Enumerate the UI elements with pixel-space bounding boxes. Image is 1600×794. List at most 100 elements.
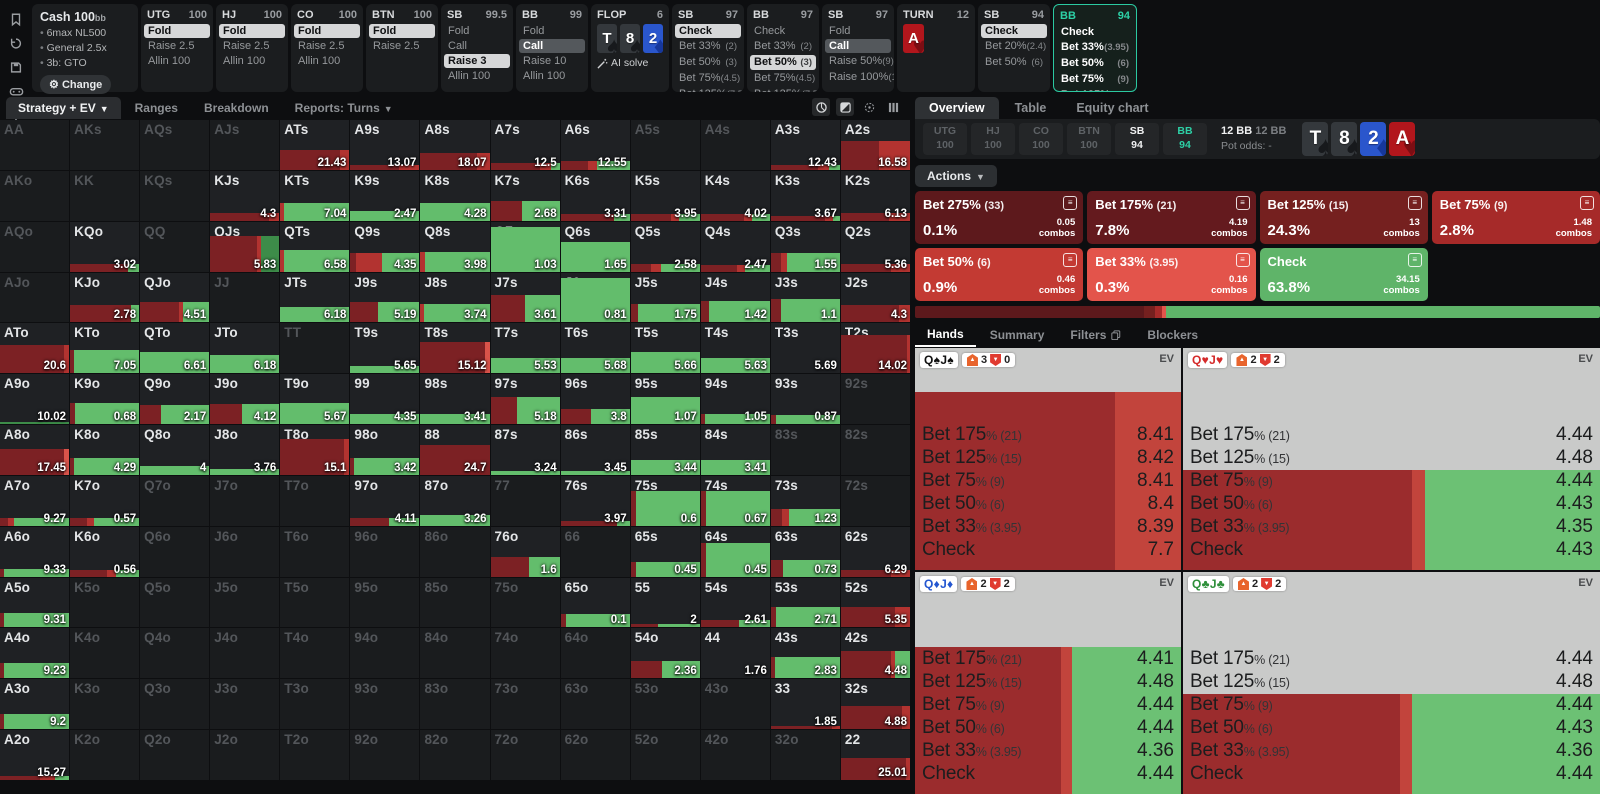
matrix-cell-A9s[interactable]: A9s 13.07 <box>350 120 420 170</box>
position-chip-hj[interactable]: HJ 100 <box>971 123 1015 155</box>
matrix-cell-87s[interactable]: 87s 3.24 <box>490 425 560 475</box>
hand-chip[interactable]: Q♥J♥ <box>1188 352 1228 368</box>
matrix-cell-72s[interactable]: 72s <box>840 475 910 526</box>
matrix-cell-K8s[interactable]: K8s 4.28 <box>420 170 490 221</box>
matrix-cell-63s[interactable]: 63s 0.73 <box>770 526 840 577</box>
matrix-cell-53o[interactable]: 53o <box>630 679 700 730</box>
matrix-cell-K4s[interactable]: K4s 4.02 <box>700 170 770 221</box>
matrix-cell-T5s[interactable]: T5s 5.66 <box>630 323 700 374</box>
matrix-cell-J3o[interactable]: J3o <box>210 679 280 730</box>
matrix-cell-T7o[interactable]: T7o <box>280 475 350 526</box>
matrix-cell-ATs[interactable]: ATs 21.43 <box>280 120 350 170</box>
matrix-cell-T9s[interactable]: T9s 5.65 <box>350 323 420 374</box>
matrix-cell-53s[interactable]: 53s 2.71 <box>770 577 840 628</box>
matrix-cell-88[interactable]: 88 24.7 <box>420 425 490 475</box>
note-icon[interactable]: ≡ <box>1063 253 1078 267</box>
matrix-cell-98o[interactable]: 98o 3.42 <box>350 425 420 475</box>
tab-ranges[interactable]: Ranges <box>134 100 178 115</box>
matrix-cell-QJs[interactable]: QJs 5.83 <box>210 221 280 272</box>
strip-action-row[interactable]: Raise 2.5 <box>144 39 210 53</box>
strip-action-row[interactable]: Bet 125%(7.5) <box>675 87 744 92</box>
board-card-2d[interactable]: ♦ 2 <box>1360 122 1387 156</box>
matrix-cell-J5o[interactable]: J5o <box>210 577 280 628</box>
strip-action-row[interactable]: Bet 125%(15) <box>1057 88 1133 91</box>
matrix-cell-65o[interactable]: 65o 0.1 <box>560 577 630 628</box>
strip-action-row[interactable]: Bet 75% (9) <box>1057 72 1133 87</box>
matrix-cell-99[interactable]: 99 4.35 <box>350 374 420 425</box>
matrix-cell-QJo[interactable]: QJo 4.51 <box>140 272 210 323</box>
strip-action-row[interactable]: Fold <box>219 24 285 38</box>
strip-action-row[interactable]: Fold <box>444 24 510 38</box>
matrix-cell-Q3o[interactable]: Q3o <box>140 679 210 730</box>
matrix-cell-33[interactable]: 33 1.85 <box>770 679 840 730</box>
strip-action-row[interactable]: Allin 100 <box>444 69 510 83</box>
matrix-cell-J9o[interactable]: J9o 4.12 <box>210 374 280 425</box>
matrix-cell-A2o[interactable]: A2o 15.27 <box>0 730 70 780</box>
matrix-cell-T7s[interactable]: T7s 5.53 <box>490 323 560 374</box>
matrix-cell-Q7o[interactable]: Q7o <box>140 475 210 526</box>
matrix-cell-Q3s[interactable]: Q3s 1.55 <box>770 221 840 272</box>
matrix-cell-K9s[interactable]: K9s 2.47 <box>350 170 420 221</box>
matrix-cell-AJs[interactable]: AJs <box>210 120 280 170</box>
matrix-cell-A6o[interactable]: A6o 9.33 <box>0 526 70 577</box>
strip-action-row[interactable]: Check <box>675 24 741 38</box>
matrix-cell-44[interactable]: 44 1.76 <box>700 628 770 679</box>
matrix-cell-74s[interactable]: 74s 0.67 <box>700 475 770 526</box>
matrix-cell-KJo[interactable]: KJo 2.78 <box>70 272 140 323</box>
strip-action-row[interactable]: Fold <box>519 24 585 38</box>
matrix-cell-72o[interactable]: 72o <box>490 730 560 780</box>
strip-action-row[interactable]: Check <box>750 24 816 38</box>
matrix-cell-K7s[interactable]: K7s 2.68 <box>490 170 560 221</box>
matrix-cell-K6o[interactable]: K6o 0.56 <box>70 526 140 577</box>
tab-blockers[interactable]: Blockers <box>1147 328 1199 342</box>
matrix-cell-AKo[interactable]: AKo <box>0 170 70 221</box>
matrix-cell-98s[interactable]: 98s 3.41 <box>420 374 490 425</box>
matrix-cell-J4s[interactable]: J4s 1.42 <box>700 272 770 323</box>
matrix-cell-J7o[interactable]: J7o <box>210 475 280 526</box>
strip-action-row[interactable]: Raise 50% (9) <box>825 54 894 69</box>
change-button[interactable]: ⚙ Change <box>40 75 112 94</box>
matrix-cell-55[interactable]: 55 2 <box>630 577 700 628</box>
board-card-Ah[interactable]: ♥ A <box>1389 122 1416 156</box>
matrix-cell-T2o[interactable]: T2o <box>280 730 350 780</box>
strip-action-row[interactable]: Bet 50% (6) <box>981 55 1047 70</box>
strip-action-row[interactable]: Call <box>444 39 510 53</box>
columns-icon[interactable] <box>884 98 902 116</box>
matrix-cell-94s[interactable]: 94s 1.05 <box>700 374 770 425</box>
save-icon[interactable] <box>9 60 23 75</box>
matrix-cell-K2s[interactable]: K2s 6.13 <box>840 170 910 221</box>
matrix-cell-74o[interactable]: 74o <box>490 628 560 679</box>
matrix-cell-92o[interactable]: 92o <box>350 730 420 780</box>
matrix-cell-Q4o[interactable]: Q4o <box>140 628 210 679</box>
strip-action-row[interactable]: Allin 100 <box>219 54 285 68</box>
matrix-cell-T4o[interactable]: T4o <box>280 628 350 679</box>
action-card-bet175[interactable]: Bet 175% (21) ≡ 7.8% 4.19 combos <box>1087 191 1256 244</box>
matrix-cell-T5o[interactable]: T5o <box>280 577 350 628</box>
strip-action-row[interactable]: Bet 20% (2.4) <box>981 39 1047 54</box>
action-card-check[interactable]: Check ≡ 63.8% 34.15 combos <box>1259 248 1428 301</box>
matrix-cell-A7o[interactable]: A7o 9.27 <box>0 475 70 526</box>
matrix-cell-62o[interactable]: 62o <box>560 730 630 780</box>
matrix-cell-T9o[interactable]: T9o 5.67 <box>280 374 350 425</box>
matrix-cell-Q5s[interactable]: Q5s 2.58 <box>630 221 700 272</box>
strip-action-row[interactable]: Raise 10 <box>519 54 585 68</box>
matrix-cell-Q2s[interactable]: Q2s 5.36 <box>840 221 910 272</box>
strip-action-row[interactable]: Raise 2.5 <box>219 39 285 53</box>
hand-chip[interactable]: Q♠J♠ <box>920 352 958 368</box>
tab-overview[interactable]: Overview <box>915 97 999 119</box>
strip-action-row[interactable]: Raise 100%(15) <box>825 70 894 85</box>
matrix-cell-43o[interactable]: 43o <box>700 679 770 730</box>
matrix-cell-A8o[interactable]: A8o 17.45 <box>0 425 70 475</box>
hand-chip[interactable]: Q♣J♣ <box>1188 576 1229 592</box>
bookmark-icon[interactable] <box>9 12 23 27</box>
matrix-cell-KK[interactable]: KK <box>70 170 140 221</box>
strip-action-row[interactable]: Bet 50% (3) <box>675 55 741 70</box>
note-icon[interactable]: ≡ <box>1235 253 1250 267</box>
matrix-cell-Q7s[interactable]: Q7s1.03 <box>490 221 560 272</box>
action-card-bet125[interactable]: Bet 125% (15) ≡ 24.3% 13 combos <box>1259 191 1428 244</box>
note-icon[interactable]: ≡ <box>1235 196 1250 210</box>
matrix-cell-94o[interactable]: 94o <box>350 628 420 679</box>
position-chip-btn[interactable]: BTN 100 <box>1067 123 1111 155</box>
note-icon[interactable]: ≡ <box>1580 196 1594 210</box>
matrix-cell-J3s[interactable]: J3s 1.1 <box>770 272 840 323</box>
